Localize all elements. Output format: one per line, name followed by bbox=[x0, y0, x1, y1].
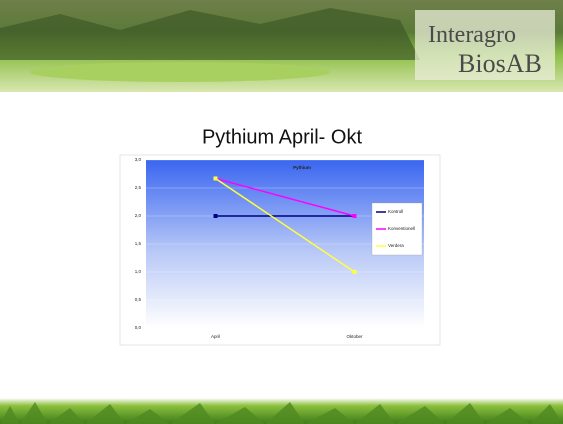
y-tick-label: 1,0 bbox=[135, 269, 142, 274]
point-marker bbox=[214, 176, 218, 180]
slide: Interagro BiosAB Pythium April- Okt Pyth… bbox=[0, 0, 563, 424]
legend-label: Verdera bbox=[388, 243, 404, 248]
header-fairway bbox=[30, 62, 330, 82]
y-tick-label: 0,5 bbox=[135, 297, 142, 302]
header-trees bbox=[0, 8, 420, 60]
chart-title: Pythium bbox=[293, 165, 311, 170]
y-tick-label: 0,0 bbox=[135, 325, 142, 330]
point-marker bbox=[214, 214, 218, 218]
slide-title: Pythium April- Okt bbox=[202, 126, 362, 148]
legend-label: Kontroll bbox=[388, 209, 403, 214]
point-marker bbox=[353, 270, 357, 274]
x-tick-label: April bbox=[211, 334, 220, 339]
logo-text: Interagro bbox=[428, 22, 516, 48]
y-tick-label: 2,5 bbox=[135, 185, 142, 190]
point-marker bbox=[353, 214, 357, 218]
y-tick-label: 2,0 bbox=[135, 213, 142, 218]
y-tick-label: 3,0 bbox=[135, 157, 142, 162]
legend-label: Konventionell bbox=[388, 226, 415, 231]
logo-text: BiosAB bbox=[458, 49, 542, 78]
x-tick-label: Oktober bbox=[346, 334, 363, 339]
y-tick-label: 1,5 bbox=[135, 241, 142, 246]
